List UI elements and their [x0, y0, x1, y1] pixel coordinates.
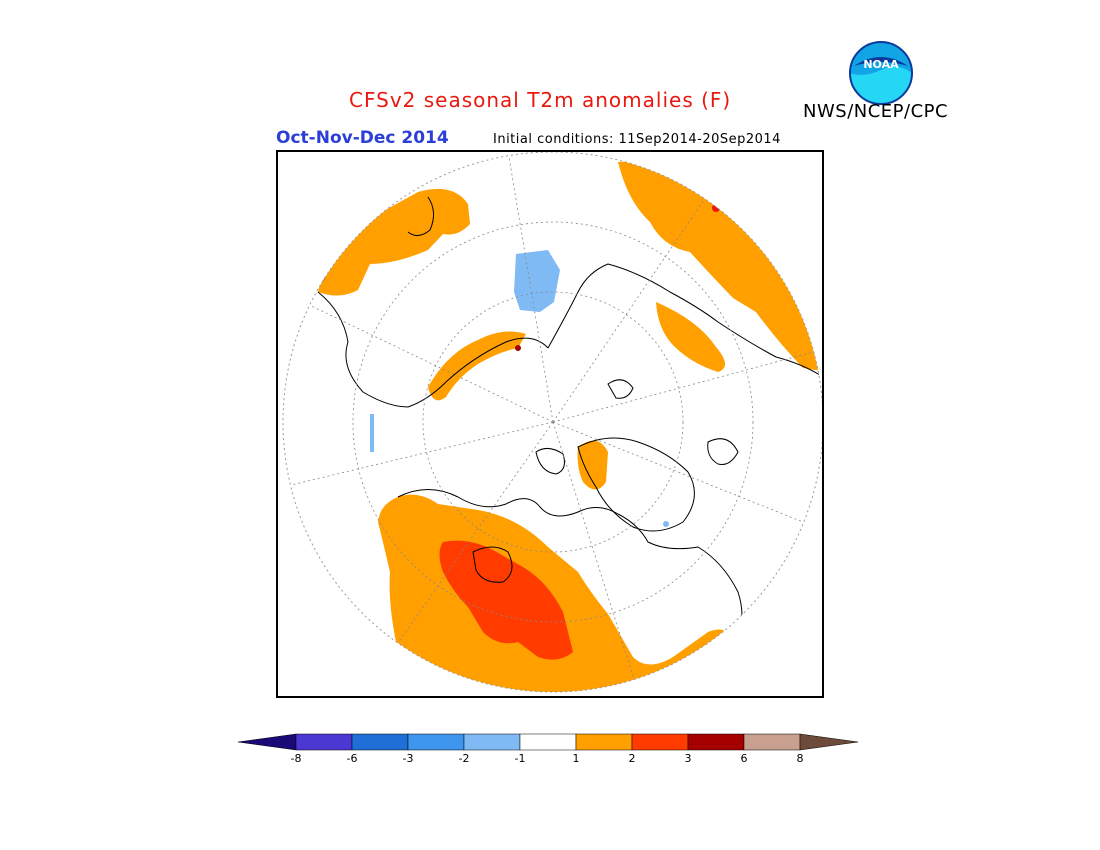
colorbar-box: [295, 733, 353, 751]
colorbar-box: [631, 733, 689, 751]
anomaly-dark-red-spot-3: [319, 275, 325, 281]
organization-label: NWS/NCEP/CPC: [803, 101, 949, 122]
colorbar-box: [351, 733, 409, 751]
anomaly-europe-warm: [318, 188, 470, 296]
initial-conditions-label: Initial conditions: 11Sep2014-20Sep2014: [493, 132, 781, 147]
colorbar-arrow-right: [799, 733, 859, 751]
colorbar-box: [687, 733, 745, 751]
colorbar-box: [519, 733, 577, 751]
colorbar-tick-label: 3: [684, 752, 692, 765]
colorbar-tick-label: 2: [628, 752, 636, 765]
polar-anomaly-map: [282, 152, 822, 693]
colorbar-tick-label: 6: [740, 752, 748, 765]
anomaly-canada-strong-warm: [439, 540, 573, 660]
anomaly-chukotka-warm: [656, 302, 726, 372]
colorbar-tick-label: -6: [346, 752, 358, 765]
noaa-logo: NOAA: [849, 41, 913, 105]
colorbar-tick-label: 1: [572, 752, 580, 765]
colorbar-tick-label: 8: [796, 752, 804, 765]
colorbar: [238, 733, 859, 751]
graticule: [283, 156, 814, 692]
coastlines: [317, 196, 822, 653]
logo-text: NOAA: [863, 58, 899, 71]
season-label: Oct-Nov-Dec 2014: [276, 128, 449, 148]
anomaly-cold-spot-2: [370, 414, 374, 452]
colorbar-tick-label: -1: [514, 752, 526, 765]
anomaly-dark-red-spot-2: [515, 345, 521, 351]
chart-title: CFSv2 seasonal T2m anomalies (F): [349, 88, 732, 112]
colorbar-box: [463, 733, 521, 751]
colorbar-tick-label: -3: [402, 752, 414, 765]
polar-map-panel: [276, 150, 824, 698]
colorbar-arrow-left: [238, 733, 297, 751]
anomaly-arctic-coast-warm: [428, 331, 526, 401]
anomaly-svalbard-cold: [514, 250, 560, 312]
colorbar-box: [407, 733, 465, 751]
colorbar-tick-label: -8: [290, 752, 302, 765]
colorbar-box: [743, 733, 801, 751]
anomaly-cold-spot-3: [663, 521, 669, 527]
anomaly-siberia-warm: [618, 158, 822, 372]
anomaly-greenland-coast-warm: [577, 440, 608, 490]
colorbar-tick-label: -2: [458, 752, 470, 765]
anomaly-dark-red-spot-1: [712, 204, 720, 212]
colorbar-box: [575, 733, 633, 751]
